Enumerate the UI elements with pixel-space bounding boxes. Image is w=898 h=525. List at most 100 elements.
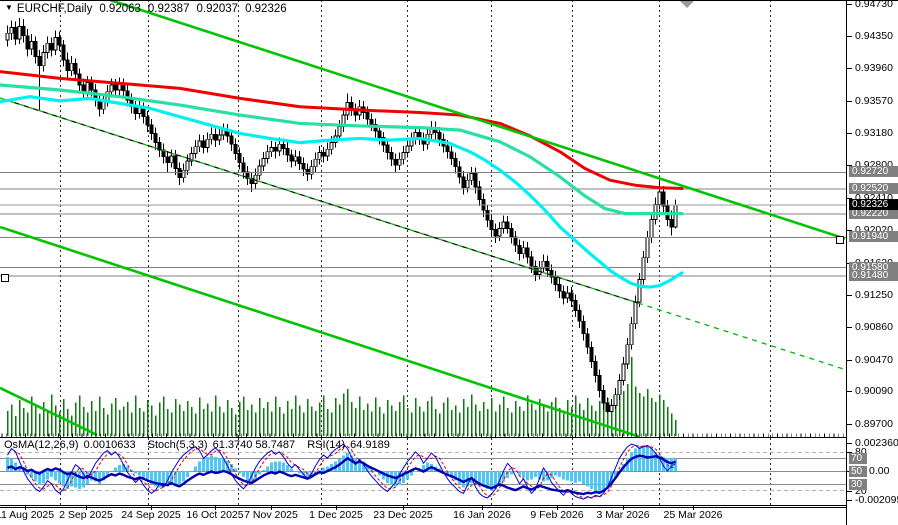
osma-histogram — [6, 444, 677, 494]
indicator-tick-label: 20 — [855, 485, 867, 497]
price-tick-label: 0.90470 — [855, 353, 893, 366]
chart-shift-marker[interactable] — [680, 1, 694, 8]
price-tick-label: 0.93180 — [855, 127, 893, 140]
price-tick — [847, 4, 852, 5]
date-tick — [482, 505, 483, 510]
price-level-badge: 0.92220 — [849, 208, 898, 220]
collapse-chart-icon[interactable]: ▼ — [5, 3, 13, 12]
price-tick — [847, 424, 852, 425]
price-tick-label: 0.93960 — [855, 62, 893, 75]
price-level-badge: 0.91580 — [849, 261, 898, 273]
indicator-tick — [847, 443, 852, 444]
price-level-badge: 0.92520 — [849, 183, 898, 195]
indicator-tick — [847, 500, 852, 501]
price-tick-label: 0.89700 — [855, 418, 893, 430]
date-label: 16 Oct 2025 — [186, 509, 244, 521]
volume-histogram — [7, 356, 677, 436]
indicator-tick-label: 0.00 — [869, 465, 890, 477]
price-tick-label: 0.94730 — [855, 0, 893, 11]
date-label: 23 Dec 2025 — [373, 509, 433, 521]
price-tick — [847, 165, 852, 167]
indicator-level-badge: 50 — [849, 465, 867, 477]
date-tick — [336, 505, 337, 510]
date-label: 2 Sep 2025 — [59, 509, 113, 521]
date-label: 9 Feb 2026 — [530, 509, 584, 521]
price-tick — [847, 230, 852, 232]
price-tick — [847, 359, 852, 361]
ohlc-low: 0.92037 — [196, 3, 239, 15]
date-label: 3 Mar 2026 — [596, 509, 650, 521]
date-tick — [25, 505, 26, 510]
date-tick — [403, 505, 404, 510]
date-label: 1 Dec 2025 — [309, 509, 363, 521]
stoch-label: Stoch(5,3,3) — [147, 439, 208, 451]
indicator-level-badge: 30 — [849, 478, 867, 490]
pane-bottom-border — [0, 505, 898, 506]
osma-label: OsMA(12,26,9) — [4, 439, 79, 451]
ohlc-open: 0.92063 — [99, 3, 141, 15]
date-tick — [623, 505, 624, 510]
indicator-pane[interactable] — [0, 437, 846, 525]
rsi-line — [7, 454, 677, 496]
moving-averages — [0, 70, 684, 289]
date-tick — [86, 505, 87, 510]
price-tick-label: 0.90090 — [855, 385, 893, 398]
rsi-value: 64.9189 — [350, 439, 390, 451]
stoch-value: 61.3740 58.7487 — [212, 439, 296, 451]
rsi-label: RSI(14) — [307, 439, 346, 451]
date-tick — [215, 505, 216, 510]
trendline-handle[interactable] — [1, 274, 9, 282]
trendline-channel-upper — [109, 0, 846, 240]
price-tick — [847, 391, 852, 393]
trendline-channel[interactable] — [0, 0, 846, 437]
symbol-period: EURCHF,Daily — [16, 3, 93, 15]
current-price-badge: 0.92326 — [849, 199, 898, 211]
price-tick — [847, 133, 852, 135]
price-tick — [847, 327, 852, 329]
price-tick — [847, 100, 852, 102]
price-tick — [847, 35, 852, 37]
bar-tick-comb — [1, 433, 844, 437]
date-tick — [271, 505, 272, 510]
price-tick — [847, 294, 852, 296]
indicator-tick-label: -0.0020953 — [855, 494, 898, 506]
price-level-badge: 0.91940 — [849, 231, 898, 243]
ohlc-high: 0.92387 — [147, 3, 190, 15]
price-tick — [847, 197, 852, 199]
trendline-regression-dashed[interactable] — [0, 97, 846, 371]
indicator-tick-label: 0.0023607 — [855, 437, 898, 449]
date-label: 16 Jan 2026 — [453, 509, 511, 521]
date-label: 25 Mar 2026 — [663, 509, 723, 521]
osma-value: 0.0010633 — [83, 439, 136, 451]
price-tick-label: 0.93570 — [855, 94, 893, 107]
indicator-level-badge: 70 — [849, 452, 867, 464]
chart-title: ▼ EURCHF,Daily 0.92063 0.92387 0.92037 0.9232… — [5, 3, 287, 15]
time-axis-border — [0, 507, 846, 508]
date-tick — [557, 505, 558, 510]
time-axis[interactable]: 11 Aug 2025 2 Sep 2025 24 Sep 2025 16 Oct 2… — [0, 507, 846, 525]
price-chart-pane[interactable] — [0, 0, 846, 437]
trendline-handle[interactable] — [836, 236, 844, 244]
window-top-border — [0, 0, 898, 1]
date-label: 24 Sep 2025 — [121, 509, 181, 521]
candlestick-series — [5, 18, 678, 414]
price-tick — [847, 68, 852, 70]
vertical-gridlines — [60, 0, 771, 437]
indicator-tick — [847, 491, 852, 492]
date-tick — [151, 505, 152, 510]
trendline-channel-lower — [0, 225, 641, 437]
price-tick-label: 0.94350 — [855, 29, 893, 42]
price-level-badge: 0.91480 — [849, 269, 898, 281]
price-level-badge: 0.92720 — [849, 166, 898, 178]
stoch-k-line — [7, 443, 676, 500]
indicator-tick-label: 80 — [855, 446, 867, 458]
price-axis[interactable]: 0.94730 0.94350 0.93960 0.93570 0.93180 0.928… — [846, 0, 898, 525]
indicator-label: OsMA(12,26,9) 0.0010633 Stoch(5,3,3) 61.37… — [4, 439, 399, 451]
price-tick-label: 0.91250 — [855, 288, 893, 301]
support-resistance-lines[interactable] — [0, 171, 846, 277]
price-tick-label: 0.90860 — [855, 321, 893, 334]
ohlc-close: 0.92326 — [245, 3, 287, 15]
stoch-d-line — [7, 444, 676, 499]
date-tick — [693, 505, 694, 510]
